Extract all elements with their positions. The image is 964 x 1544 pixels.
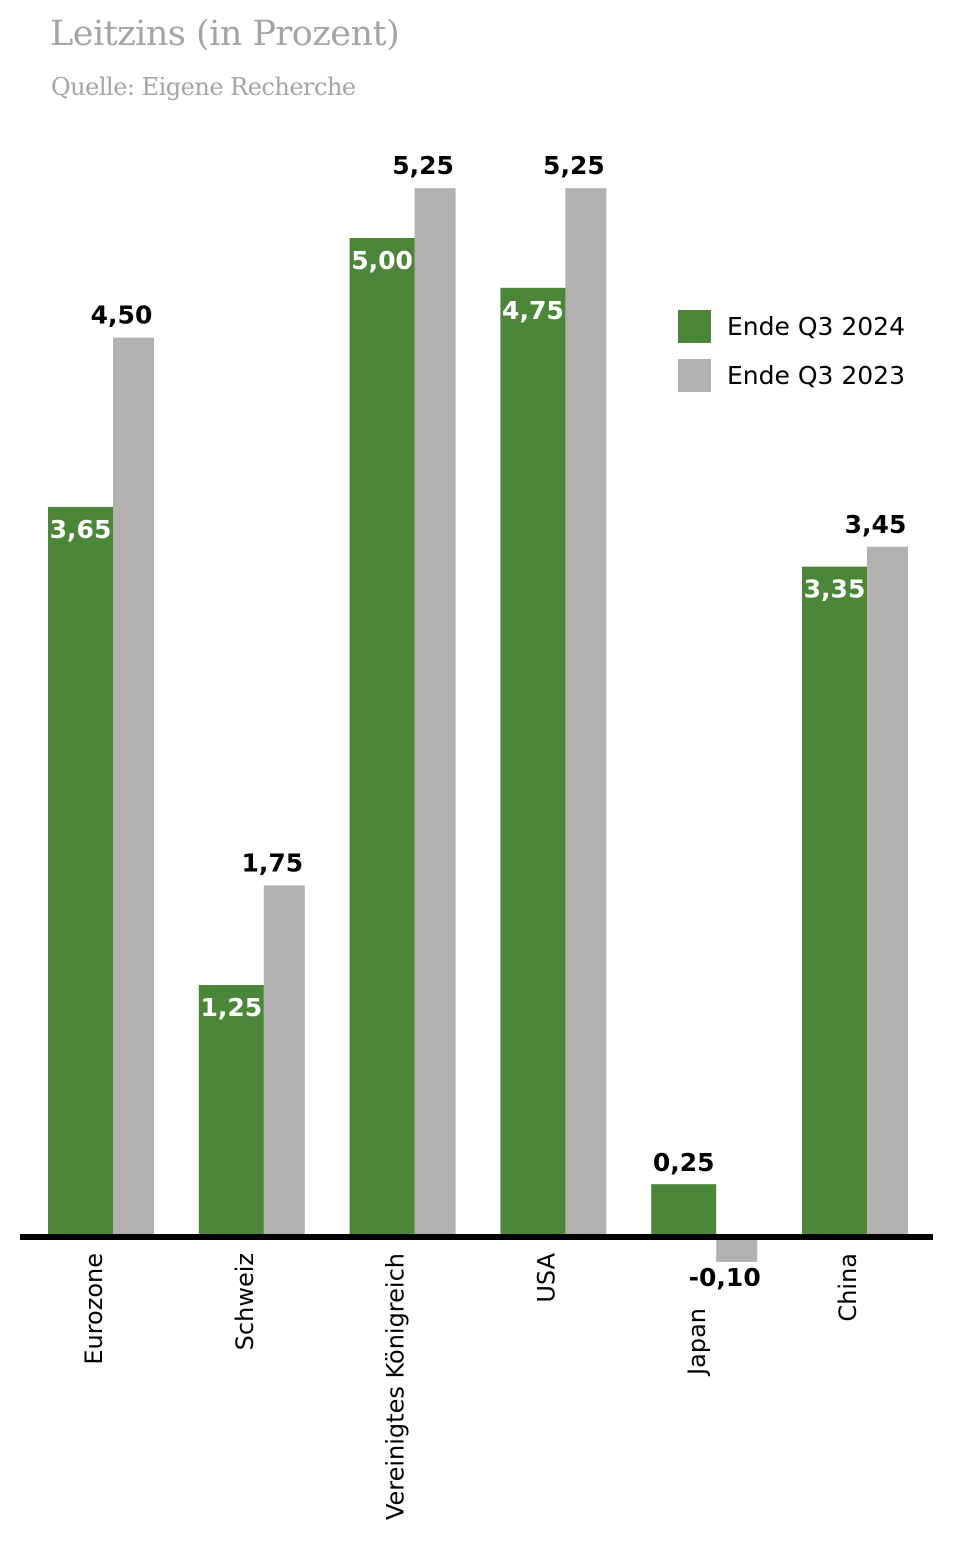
- bar-2023-eurozone: [113, 337, 154, 1235]
- category-label-schweiz: Schweiz: [231, 1253, 259, 1350]
- data-label-2023-japan: -0,10: [689, 1263, 761, 1292]
- bar-2024-eurozone: [48, 506, 113, 1234]
- bar-2024-japan: [651, 1184, 717, 1234]
- legend: Ende Q3 2024 Ende Q3 2023: [678, 310, 905, 408]
- legend-swatch-2024: [678, 310, 711, 343]
- bar-2023-schweiz: [263, 885, 305, 1234]
- chart-title: Leitzins (in Prozent): [50, 14, 400, 54]
- data-label-2024-usa: 4,75: [502, 296, 564, 325]
- bar-2024-usa: [500, 287, 566, 1234]
- data-label-2024-japan: 0,25: [653, 1148, 715, 1177]
- legend-item-2023: Ende Q3 2023: [678, 359, 905, 392]
- legend-swatch-2023: [678, 359, 711, 392]
- data-label-2023-eurozone: 4,50: [91, 301, 153, 330]
- data-label-2024-schweiz: 1,25: [200, 993, 262, 1022]
- data-label-2024-vereinigtes-konigreich: 5,00: [351, 246, 413, 275]
- category-label-vereinigtes-konigreich: Vereinigtes Königreich: [382, 1253, 410, 1520]
- category-label-japan: Japan: [683, 1308, 711, 1377]
- data-label-2023-vereinigtes-konigreich: 5,25: [392, 151, 454, 180]
- data-label-2023-china: 3,45: [845, 510, 907, 539]
- bar-2023-japan: [716, 1240, 758, 1262]
- legend-item-2024: Ende Q3 2024: [678, 310, 905, 343]
- x-axis-line: [20, 1234, 933, 1240]
- data-label-2023-usa: 5,25: [543, 151, 605, 180]
- category-label-usa: USA: [532, 1252, 560, 1302]
- bar-2023-vereinigtes-konigreich: [414, 188, 456, 1235]
- bar-2024-schweiz: [198, 985, 264, 1234]
- bar-2023-china: [867, 546, 908, 1234]
- legend-label-2023: Ende Q3 2023: [727, 361, 905, 390]
- data-label-2024-eurozone: 3,65: [50, 515, 112, 544]
- bar-2024-vereinigtes-konigreich: [349, 238, 415, 1234]
- category-label-eurozone: Eurozone: [80, 1253, 108, 1365]
- data-label-2024-china: 3,35: [804, 575, 866, 604]
- category-label-china: China: [834, 1253, 862, 1322]
- data-label-2023-schweiz: 1,75: [241, 848, 303, 877]
- bar-2023-usa: [565, 188, 607, 1235]
- bar-2024-china: [802, 566, 867, 1234]
- chart-subtitle: Quelle: Eigene Recherche: [51, 73, 356, 101]
- legend-label-2024: Ende Q3 2024: [727, 312, 905, 341]
